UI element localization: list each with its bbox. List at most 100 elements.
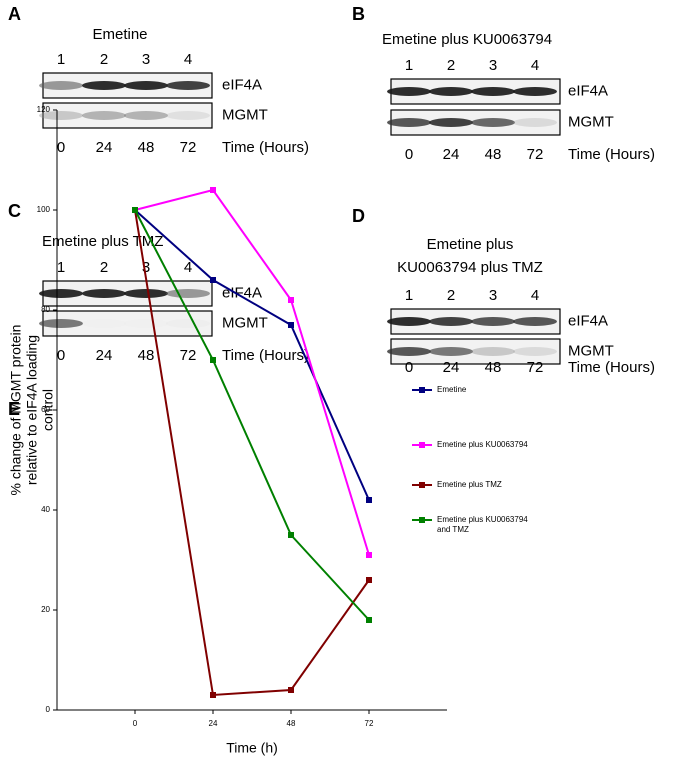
time-label: 48 <box>485 359 502 376</box>
blot-title: Emetine plus TMZ <box>42 233 163 250</box>
time-axis-label: Time (Hours) <box>222 347 309 364</box>
series-marker <box>210 692 216 698</box>
blot-band <box>513 347 557 356</box>
blot-band <box>387 87 431 96</box>
y-tick-label: 60 <box>41 405 50 414</box>
blot-band <box>166 289 210 298</box>
blot-band <box>387 118 431 127</box>
lane-label: 1 <box>57 259 65 276</box>
x-tick-label: 0 <box>133 719 138 728</box>
y-axis-label-line: control <box>40 389 56 431</box>
legend-label: Emetine <box>437 385 467 394</box>
series-line <box>134 188 370 556</box>
lane-label: 2 <box>447 57 455 74</box>
blot-band <box>82 319 126 328</box>
blot-band <box>124 81 168 90</box>
series-marker <box>210 357 216 363</box>
blot-band <box>124 111 168 120</box>
blot-title: Emetine plus KU0063794 <box>382 31 552 48</box>
time-label: 72 <box>527 146 544 163</box>
legend-marker <box>419 482 425 488</box>
blot-title: Emetine <box>92 26 147 43</box>
time-axis-label: Time (Hours) <box>568 146 655 163</box>
lane-label: 1 <box>405 287 413 304</box>
lane-label: 2 <box>100 259 108 276</box>
band-label: MGMT <box>222 314 268 331</box>
y-tick-label: 40 <box>41 505 50 514</box>
time-label: 0 <box>405 359 413 376</box>
legend-label: Emetine plus KU0063794 <box>437 440 528 449</box>
y-tick-label: 120 <box>37 105 51 114</box>
panel-letter: A <box>8 4 21 24</box>
blot-band <box>82 111 126 120</box>
series-marker <box>288 532 294 538</box>
panel-letter: E <box>8 399 20 419</box>
lane-label: 4 <box>531 57 539 74</box>
legend-marker <box>419 442 425 448</box>
blot-band <box>471 347 515 356</box>
x-tick-label: 24 <box>209 719 218 728</box>
blot-band <box>429 87 473 96</box>
time-axis-label: Time (Hours) <box>568 359 655 376</box>
series-marker <box>288 322 294 328</box>
blot-band <box>429 317 473 326</box>
blot-band <box>39 319 83 328</box>
lane-label: 3 <box>489 57 497 74</box>
lane-label: 1 <box>57 51 65 68</box>
time-label: 48 <box>485 146 502 163</box>
y-axis-label-line: % change of MGMT protein <box>8 325 24 496</box>
series-marker <box>210 187 216 193</box>
series-marker <box>288 687 294 693</box>
blot-band <box>387 317 431 326</box>
band-label: eIF4A <box>568 312 608 329</box>
legend-label: Emetine plus TMZ <box>437 480 502 489</box>
blot-band <box>166 319 210 328</box>
legend-marker <box>419 517 425 523</box>
band-label: eIF4A <box>222 76 262 93</box>
time-label: 24 <box>96 347 113 364</box>
series-marker <box>210 277 216 283</box>
blot-band <box>39 111 83 120</box>
series-line <box>134 209 370 697</box>
panel-letter: C <box>8 201 21 221</box>
panel-letter: B <box>352 4 365 24</box>
time-label: 72 <box>527 359 544 376</box>
time-label: 72 <box>180 139 197 156</box>
blot-title: Emetine plus <box>427 236 514 253</box>
time-axis-label: Time (Hours) <box>222 139 309 156</box>
lane-label: 2 <box>100 51 108 68</box>
band-label: eIF4A <box>568 82 608 99</box>
legend-label: Emetine plus KU0063794 and TMZ <box>437 515 528 534</box>
blot-band <box>82 81 126 90</box>
legend-marker <box>419 387 425 393</box>
time-label: 24 <box>443 146 460 163</box>
time-label: 24 <box>96 139 113 156</box>
lane-label: 4 <box>184 259 192 276</box>
time-label: 72 <box>180 347 197 364</box>
blot-band <box>166 81 210 90</box>
series-marker <box>366 497 372 503</box>
y-axis-label: % change of MGMT protein relative to eIF4… <box>8 325 56 496</box>
time-label: 24 <box>443 359 460 376</box>
band-label: eIF4A <box>222 284 262 301</box>
panel-letter: D <box>352 206 365 226</box>
time-label: 0 <box>57 347 65 364</box>
time-label: 0 <box>57 139 65 156</box>
band-label: MGMT <box>568 342 614 359</box>
blot-band <box>166 111 210 120</box>
blot-band <box>39 289 83 298</box>
band-label: MGMT <box>222 106 268 123</box>
lane-label: 4 <box>184 51 192 68</box>
series-marker <box>366 577 372 583</box>
lane-label: 3 <box>489 287 497 304</box>
blot-band <box>82 289 126 298</box>
lane-label: 2 <box>447 287 455 304</box>
series-marker <box>288 297 294 303</box>
time-label: 0 <box>405 146 413 163</box>
x-tick-label: 48 <box>287 719 296 728</box>
blot-band <box>471 87 515 96</box>
y-tick-label: 0 <box>46 705 51 714</box>
time-label: 48 <box>138 347 155 364</box>
band-label: MGMT <box>568 113 614 130</box>
